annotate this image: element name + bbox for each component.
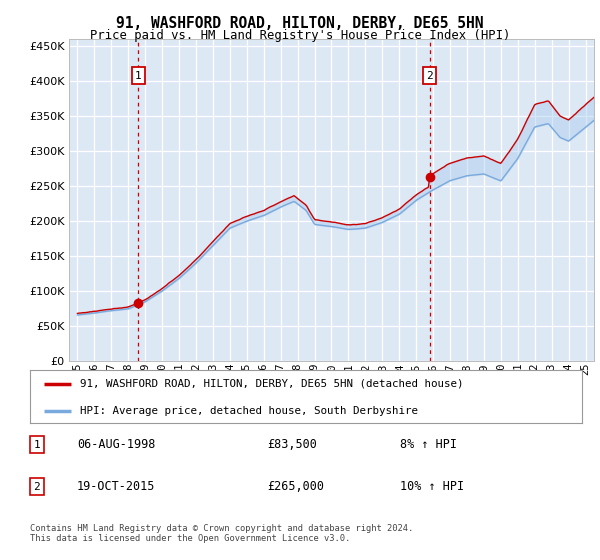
Text: 1: 1 <box>135 71 142 81</box>
Text: 91, WASHFORD ROAD, HILTON, DERBY, DE65 5HN: 91, WASHFORD ROAD, HILTON, DERBY, DE65 5… <box>116 16 484 31</box>
Text: 10% ↑ HPI: 10% ↑ HPI <box>400 480 464 493</box>
Text: 2: 2 <box>427 71 433 81</box>
Text: HPI: Average price, detached house, South Derbyshire: HPI: Average price, detached house, Sout… <box>80 406 418 416</box>
Text: £83,500: £83,500 <box>268 438 317 451</box>
Text: £265,000: £265,000 <box>268 480 325 493</box>
Text: Contains HM Land Registry data © Crown copyright and database right 2024.
This d: Contains HM Land Registry data © Crown c… <box>30 524 413 543</box>
Text: 8% ↑ HPI: 8% ↑ HPI <box>400 438 457 451</box>
Text: 1: 1 <box>33 440 40 450</box>
Text: 2: 2 <box>33 482 40 492</box>
Text: 19-OCT-2015: 19-OCT-2015 <box>77 480 155 493</box>
Text: 91, WASHFORD ROAD, HILTON, DERBY, DE65 5HN (detached house): 91, WASHFORD ROAD, HILTON, DERBY, DE65 5… <box>80 379 463 389</box>
Text: 06-AUG-1998: 06-AUG-1998 <box>77 438 155 451</box>
Text: Price paid vs. HM Land Registry's House Price Index (HPI): Price paid vs. HM Land Registry's House … <box>90 29 510 42</box>
